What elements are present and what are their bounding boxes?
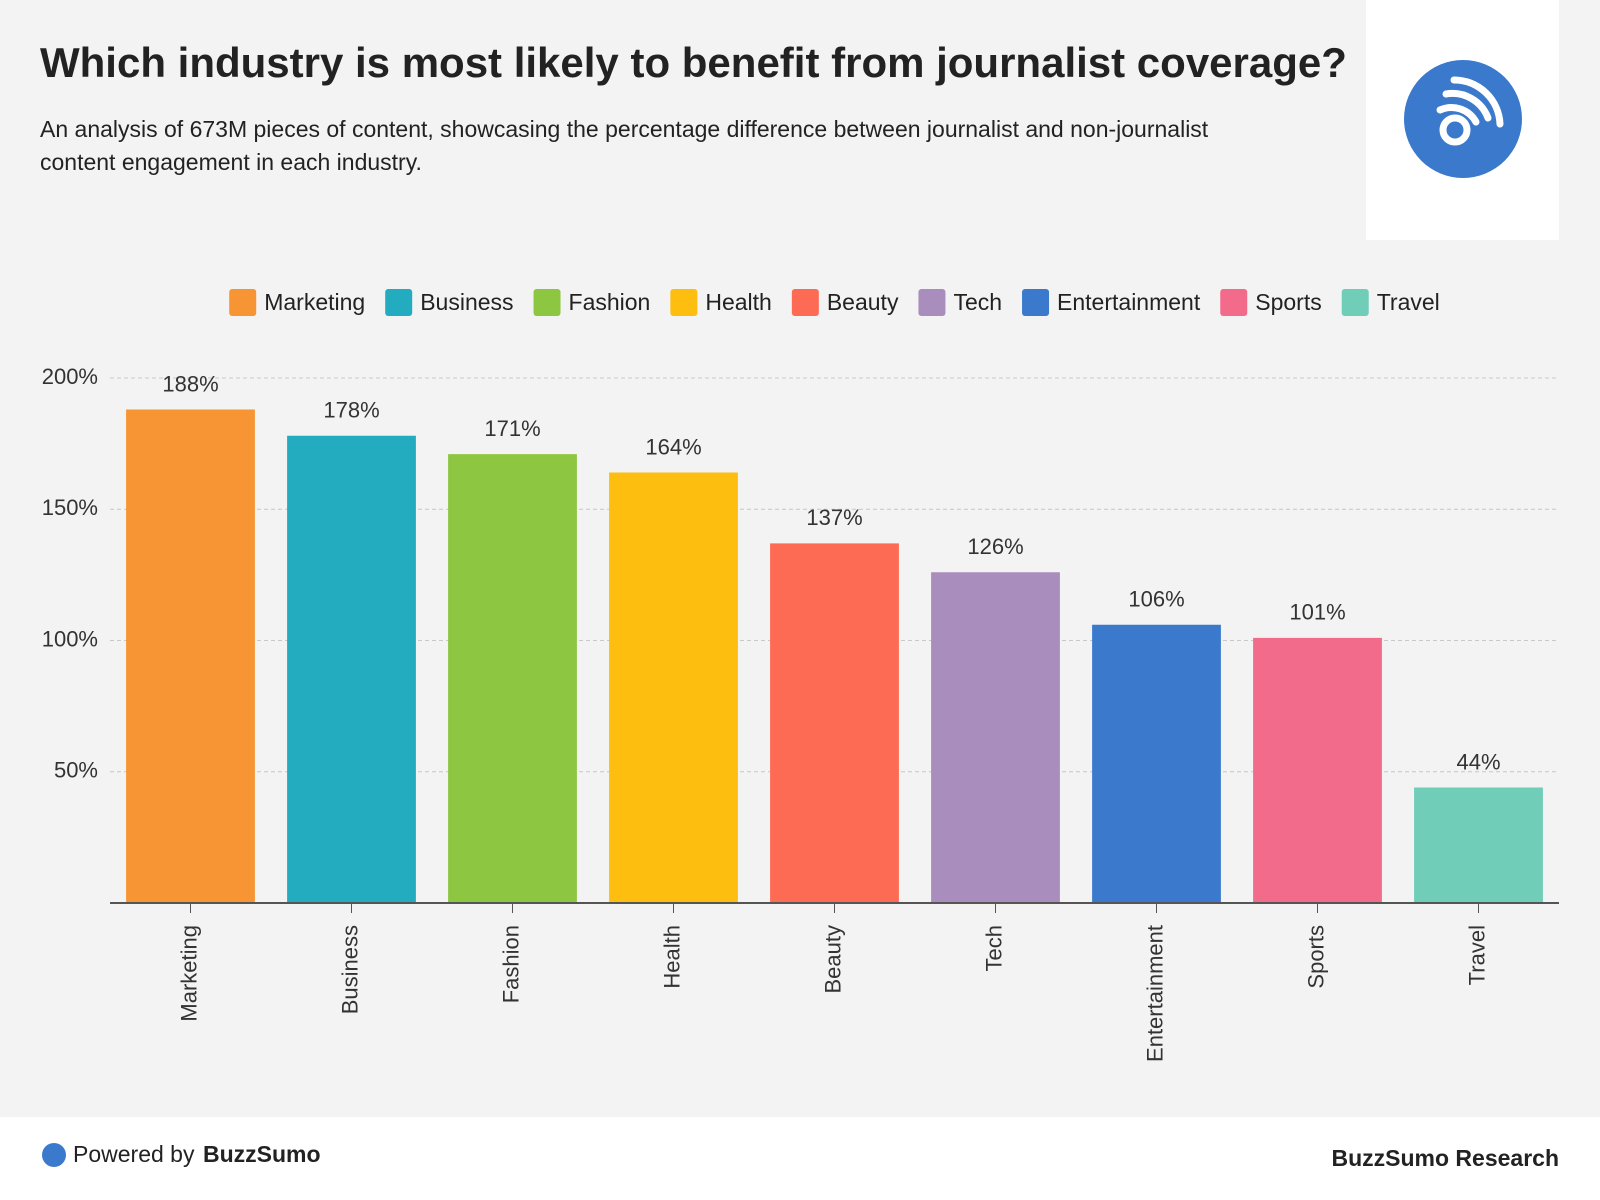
x-tick-label: Marketing [176, 925, 201, 1022]
bar [1414, 787, 1543, 903]
x-tick-label: Beauty [820, 925, 845, 994]
legend-label: Tech [953, 289, 1002, 315]
x-tick-label: Tech [981, 925, 1006, 971]
footer-brand: BuzzSumo [203, 1141, 321, 1167]
legend-label: Beauty [827, 289, 899, 315]
value-label: 126% [967, 534, 1023, 559]
legend: Marketing Business Fashion Health Beauty Tech… [229, 289, 1440, 316]
x-tick-label: Health [659, 925, 684, 989]
bar [1092, 624, 1221, 903]
value-label: 137% [806, 505, 862, 530]
legend-label: Travel [1377, 289, 1440, 315]
bar [770, 543, 899, 903]
value-label: 106% [1128, 587, 1184, 612]
bar [1253, 637, 1382, 903]
y-tick-label: 150% [42, 495, 98, 520]
logo [1404, 60, 1522, 178]
y-tick-label: 50% [54, 758, 98, 783]
x-tick-label: Sports [1303, 925, 1328, 989]
footer-credit: BuzzSumo Research [1331, 1145, 1559, 1171]
legend-label: Health [705, 289, 771, 315]
y-tick-label: 200% [42, 364, 98, 389]
chart-title: Which industry is most likely to benefit… [40, 39, 1347, 86]
legend-swatch [1022, 289, 1050, 316]
chart-subtitle: content engagement in each industry. [40, 149, 422, 175]
x-tick-label: Business [337, 925, 362, 1014]
x-tick-label: Travel [1464, 925, 1489, 985]
legend-label: Fashion [569, 289, 651, 315]
value-label: 178% [323, 398, 379, 423]
legend-label: Business [420, 289, 513, 315]
y-tick-label: 100% [42, 626, 98, 651]
value-label: 44% [1456, 749, 1500, 774]
value-label: 171% [484, 416, 540, 441]
footer [0, 1117, 1600, 1200]
footer-powered: Powered by [73, 1141, 195, 1167]
legend-swatch [1220, 289, 1248, 316]
logo-arc [1436, 104, 1480, 126]
value-label: 164% [645, 434, 701, 459]
value-label: 188% [162, 371, 218, 396]
bar [126, 409, 255, 903]
logo-dot [1439, 114, 1471, 146]
legend-label: Sports [1255, 289, 1321, 315]
logo-arc [1450, 76, 1504, 128]
legend-swatch [385, 289, 413, 316]
footer-logo [42, 1143, 66, 1167]
legend-label: Marketing [264, 289, 365, 315]
chart-subtitle: An analysis of 673M pieces of content, s… [40, 116, 1209, 142]
legend-swatch [918, 289, 946, 316]
x-tick-label: Fashion [498, 925, 523, 1003]
value-label: 101% [1289, 600, 1345, 625]
legend-swatch [1341, 289, 1369, 316]
bar [609, 472, 738, 903]
legend-label: Entertainment [1057, 289, 1201, 315]
x-tick-label: Entertainment [1142, 925, 1167, 1062]
logo-arc [1442, 89, 1492, 122]
legend-swatch [670, 289, 698, 316]
legend-swatch [229, 289, 257, 316]
bar [287, 435, 416, 903]
bar [448, 454, 577, 903]
bar [931, 572, 1060, 903]
legend-swatch [791, 289, 819, 316]
legend-swatch [533, 289, 561, 316]
